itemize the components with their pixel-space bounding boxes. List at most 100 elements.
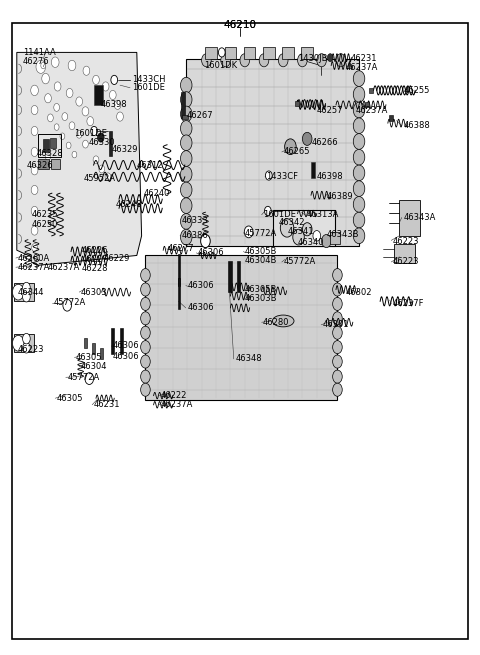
Text: 46235: 46235 [31,210,58,219]
Circle shape [141,341,150,354]
Circle shape [353,212,365,228]
Circle shape [353,165,365,181]
Bar [100,348,103,359]
Text: 46306: 46306 [113,341,139,350]
Circle shape [333,326,342,339]
Bar [205,47,217,59]
Text: 46210: 46210 [224,20,256,30]
Circle shape [202,54,211,67]
Text: 46223: 46223 [17,345,44,354]
Circle shape [54,103,60,111]
Circle shape [278,54,288,67]
Circle shape [36,60,46,73]
Circle shape [31,226,38,235]
Circle shape [280,219,294,237]
Text: 46330: 46330 [89,138,115,147]
Circle shape [31,126,38,136]
Circle shape [111,75,118,84]
Circle shape [141,383,150,396]
Bar [94,85,103,105]
Circle shape [180,121,192,136]
Text: 46266: 46266 [312,138,338,147]
Circle shape [31,147,38,157]
Text: 45772A: 45772A [245,229,277,238]
Bar [399,200,420,236]
Circle shape [45,94,51,103]
Bar [178,278,180,309]
Circle shape [31,185,38,195]
Circle shape [293,229,304,245]
Circle shape [333,370,342,383]
Circle shape [180,182,192,198]
Circle shape [353,102,365,118]
Text: 1601DE: 1601DE [263,210,296,219]
Text: 46237A: 46237A [346,63,378,72]
Circle shape [31,166,38,175]
Polygon shape [17,52,142,265]
Text: 46237A: 46237A [355,105,387,115]
Bar [244,47,255,59]
Text: 1601DE: 1601DE [132,83,165,92]
Bar [365,102,369,107]
Circle shape [313,231,321,241]
Circle shape [63,299,72,311]
Text: 46250: 46250 [31,219,58,229]
Circle shape [353,86,365,102]
Bar [38,159,49,169]
Circle shape [93,75,99,84]
Text: 1141AA: 1141AA [23,48,56,57]
Text: 46304B: 46304B [245,256,277,265]
Circle shape [317,54,326,67]
Circle shape [302,223,312,236]
Circle shape [85,373,94,384]
Circle shape [141,326,150,339]
Circle shape [180,214,192,229]
Circle shape [353,149,365,165]
Text: 46227: 46227 [82,255,108,264]
Circle shape [180,151,192,166]
Text: 46305B: 46305B [245,247,277,256]
Circle shape [353,181,365,196]
Text: 46301: 46301 [323,320,349,329]
Circle shape [69,122,75,130]
Text: 46231: 46231 [94,400,120,409]
Text: 46306: 46306 [198,248,224,257]
Circle shape [141,283,150,296]
Bar [301,47,313,59]
Circle shape [141,297,150,310]
Circle shape [141,312,150,325]
Circle shape [218,48,225,57]
Circle shape [72,151,77,158]
Text: 46223: 46223 [393,257,419,267]
Circle shape [322,234,331,248]
Circle shape [180,106,192,122]
Bar [145,255,337,400]
Circle shape [117,112,123,121]
Text: 46228: 46228 [82,264,108,273]
Text: 46386: 46386 [181,231,208,240]
Circle shape [66,142,71,149]
Bar [263,47,275,59]
Bar [330,232,340,244]
Text: 46265: 46265 [283,147,310,157]
Circle shape [353,118,365,134]
Circle shape [102,82,109,91]
Text: 1433CH: 1433CH [132,75,166,84]
Circle shape [23,282,30,293]
Circle shape [333,341,342,354]
Circle shape [83,140,88,148]
Circle shape [31,105,38,115]
Bar [182,115,188,119]
Bar [92,343,95,354]
Text: 46306: 46306 [187,303,214,312]
Bar [50,138,56,148]
Text: 1433CF: 1433CF [266,172,299,181]
Circle shape [109,90,116,100]
Circle shape [180,92,192,107]
Circle shape [76,130,82,138]
Circle shape [353,196,365,212]
Circle shape [46,154,50,160]
Circle shape [201,234,210,248]
Bar [38,134,61,157]
Circle shape [62,113,68,121]
